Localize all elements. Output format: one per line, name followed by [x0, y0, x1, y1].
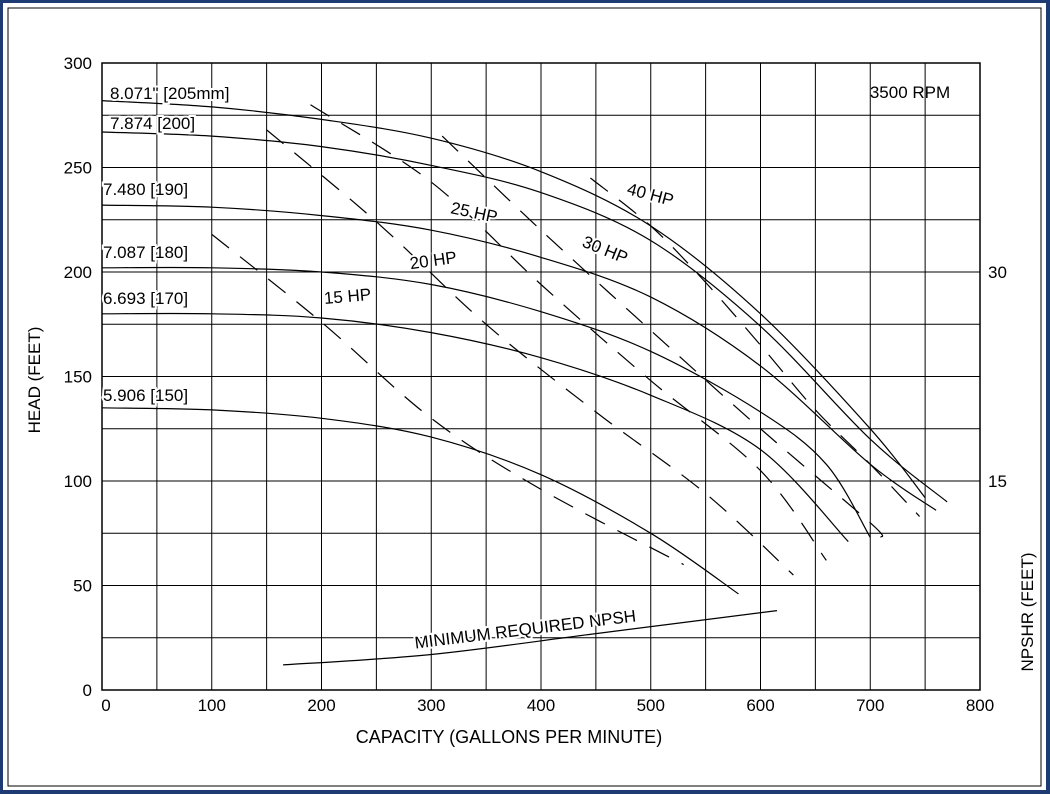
chart-inner-box [7, 7, 1042, 787]
y2-tick-label: 30 [988, 263, 1007, 282]
impeller-curve [101, 204, 937, 511]
impeller-label: 5.906 [150] [103, 386, 188, 405]
x-tick-label: 300 [417, 696, 445, 715]
y-tick-label: 250 [64, 159, 92, 178]
npsh-label: MINIMUM REQUIRED NPSH [414, 607, 638, 653]
impeller-curve [101, 266, 871, 538]
x-axis-label: CAPACITY (GALLONS PER MINUTE) [356, 727, 662, 747]
y-axis-label: HEAD (FEET) [25, 327, 44, 434]
x-tick-label: 200 [307, 696, 335, 715]
impeller-label: 7.087 [180] [103, 243, 188, 262]
x-tick-label: 800 [966, 696, 994, 715]
plot-border [101, 62, 981, 691]
y-tick-label: 200 [64, 263, 92, 282]
y-tick-label: 100 [64, 472, 92, 491]
x-tick-label: 600 [746, 696, 774, 715]
power-line [441, 135, 884, 538]
curves [101, 100, 948, 666]
power-line-label: 20 HP [409, 248, 458, 273]
power-line-label: 30 HP [580, 232, 631, 267]
impeller-curve [101, 100, 926, 499]
impeller-curve [101, 407, 739, 595]
y-tick-label: 50 [73, 577, 92, 596]
x-tick-label: 100 [198, 696, 226, 715]
impeller-curve [101, 312, 849, 543]
power-line-label: 25 HP [449, 198, 499, 226]
power-line [590, 177, 921, 517]
y-tick-label: 150 [64, 368, 92, 387]
x-tick-label: 400 [527, 696, 555, 715]
y-tick-label: 300 [64, 54, 92, 73]
tick-labels: 0 100 200 300 400 500 600 700 800 0 50 100 150 200 250… [64, 54, 1007, 715]
y2-tick-label: 15 [988, 472, 1007, 491]
speed-label: 3500 RPM [870, 83, 950, 102]
power-line [310, 104, 827, 561]
impeller-label: 8.071" [205mm] [110, 84, 229, 103]
npsh-curve [283, 610, 778, 666]
impeller-label: 7.480 [190] [103, 180, 188, 199]
power-line [211, 233, 684, 566]
power-line [266, 129, 794, 576]
y-tick-label: 0 [83, 681, 92, 700]
power-line-label: 15 HP [323, 285, 372, 308]
x-tick-label: 0 [101, 696, 110, 715]
y2-axis-label: NPSHR (FEET) [1018, 553, 1037, 672]
grid [101, 62, 981, 691]
x-tick-label: 700 [856, 696, 884, 715]
impeller-curve [101, 131, 948, 503]
x-tick-label: 500 [637, 696, 665, 715]
impeller-label: 7.874 [200] [110, 114, 195, 133]
impeller-label: 6.693 [170] [103, 289, 188, 308]
curve-labels: 8.071" [205mm] 7.874 [200] 7.480 [190] 7.08… [101, 82, 678, 655]
